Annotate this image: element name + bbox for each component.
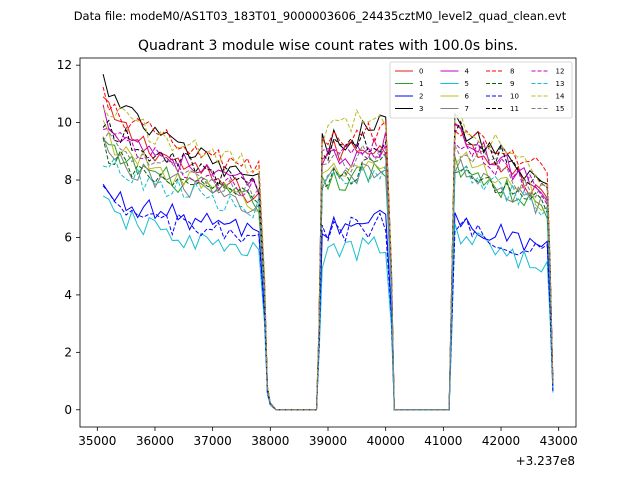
x-tick-label: 40000 (367, 434, 405, 448)
x-tick-label: 39000 (309, 434, 347, 448)
legend-label-15: 15 (556, 105, 565, 113)
legend-label-10: 10 (510, 93, 519, 101)
legend-label-11: 11 (510, 105, 519, 113)
y-tick-label: 12 (57, 58, 72, 72)
x-tick-label: 35000 (78, 434, 116, 448)
series-line-2 (102, 183, 554, 411)
legend-label-9: 9 (510, 80, 514, 88)
series-line-5 (102, 195, 554, 411)
legend-label-3: 3 (419, 105, 423, 113)
legend-box (389, 61, 573, 119)
legend-label-8: 8 (510, 68, 514, 76)
series-line-4 (102, 104, 554, 411)
plot-area (102, 73, 554, 411)
series-line-3 (102, 73, 554, 411)
y-tick-label: 6 (64, 230, 72, 244)
chart-suptitle: Data file: modeM0/AS1T03_183T01_90000036… (74, 9, 567, 23)
x-tick-label: 37000 (194, 434, 232, 448)
series-line-14 (102, 106, 554, 411)
x-tick-label: 41000 (424, 434, 462, 448)
series-line-9 (102, 137, 554, 411)
series-line-1 (102, 138, 554, 411)
y-tick-label: 8 (64, 173, 72, 187)
x-tick-label: 36000 (136, 434, 174, 448)
series-line-13 (102, 156, 554, 411)
legend-label-7: 7 (465, 105, 469, 113)
legend-label-4: 4 (465, 68, 470, 76)
legend-label-5: 5 (465, 80, 469, 88)
series-line-6 (102, 120, 554, 411)
legend-label-6: 6 (465, 93, 470, 101)
y-tick-label: 10 (57, 116, 72, 130)
x-axis-offset-label: +3.237e8 (516, 454, 575, 468)
y-tick-label: 4 (64, 288, 72, 302)
legend-label-1: 1 (419, 80, 423, 88)
y-tick-label: 0 (64, 403, 72, 417)
legend-label-0: 0 (419, 68, 423, 76)
y-tick-label: 2 (64, 345, 72, 359)
axes: 35000 36000 37000 38000 39000 40000 41000 42000… (57, 57, 578, 448)
x-tick-label: 38000 (251, 434, 289, 448)
series-line-15 (102, 131, 554, 411)
series-line-10 (102, 185, 554, 411)
x-tick-label: 42000 (482, 434, 520, 448)
legend-label-14: 14 (556, 93, 565, 101)
legend-label-2: 2 (419, 93, 423, 101)
chart-title: Quadrant 3 module wise count rates with … (138, 38, 518, 54)
legend-label-13: 13 (556, 80, 565, 88)
x-tick-label: 43000 (540, 434, 578, 448)
legend-label-12: 12 (556, 68, 565, 76)
